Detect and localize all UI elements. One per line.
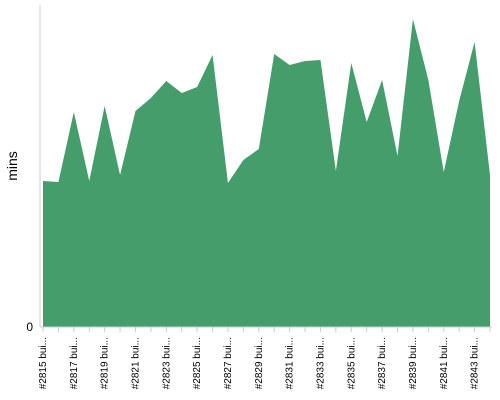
x-tick-label: #2837 bui... (377, 337, 388, 389)
x-tick-label: #2819 bui... (100, 337, 111, 389)
x-tick-label: #2835 bui... (346, 337, 357, 389)
x-tick-label: #2829 bui... (254, 337, 265, 389)
y-axis-label: mins (4, 151, 20, 181)
x-tick-label: #2843 bui... (470, 337, 481, 389)
x-tick-label: #2841 bui... (439, 337, 450, 389)
x-tick-label: #2833 bui... (315, 337, 326, 389)
x-tick-label: #2831 bui... (285, 337, 296, 389)
x-tick-label: #2839 bui... (408, 337, 419, 389)
x-tick-label: #2821 bui... (130, 337, 141, 389)
area (43, 19, 490, 327)
x-tick-label: #2823 bui... (161, 337, 172, 389)
x-tick-label: #2817 bui... (69, 337, 80, 389)
y-tick-label: 0 (26, 320, 33, 334)
x-tick-label: #2827 bui... (223, 337, 234, 389)
x-tick-label: #2815 bui... (38, 337, 49, 389)
x-tick-label: #2825 bui... (192, 337, 203, 389)
